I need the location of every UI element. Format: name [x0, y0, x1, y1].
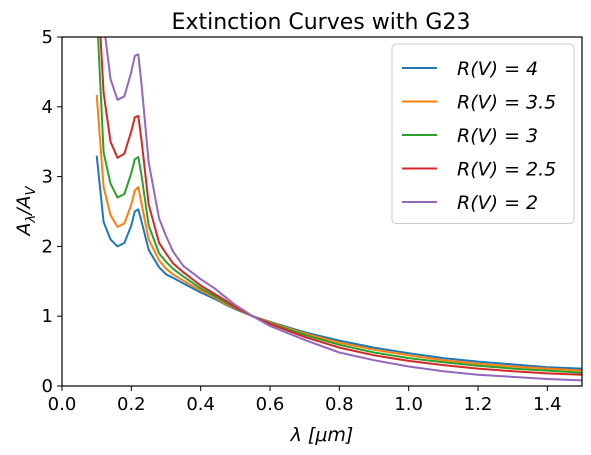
x-tick-label: 0.0 — [48, 394, 77, 415]
x-tick-label: 0.2 — [117, 394, 146, 415]
x-axis-label: λ [μm] — [290, 424, 354, 446]
series-line-3 — [99, 37, 582, 376]
legend-label: R(V) = 3.5 — [457, 92, 556, 114]
x-tick-label: 1.0 — [394, 394, 423, 415]
x-tick-label: 0.6 — [256, 394, 285, 415]
y-tick-label: 5 — [42, 27, 53, 48]
y-axis-label: Aλ/AV — [13, 185, 39, 237]
x-tick-label: 0.4 — [186, 394, 215, 415]
series-line-0 — [95, 155, 582, 370]
x-tick-label: 0.8 — [325, 394, 354, 415]
legend-box — [391, 43, 575, 224]
y-axis-ticks: 0 1 2 3 4 5 — [42, 27, 62, 397]
y-tick-label: 0 — [42, 376, 53, 397]
y-tick-label: 3 — [42, 167, 53, 188]
plot-frame — [61, 36, 583, 387]
series-line-1 — [95, 94, 582, 372]
legend-label: R(V) = 3 — [457, 125, 538, 147]
series-line-4 — [104, 37, 582, 382]
chart-title: Extinction Curves with G23 — [172, 10, 471, 35]
series-line-2 — [97, 37, 582, 374]
x-axis-ticks: 0.0 0.2 0.4 0.6 0.8 1.0 1.2 1.4 — [48, 386, 562, 415]
legend-label: R(V) = 4 — [457, 58, 538, 80]
y-tick-label: 4 — [42, 97, 53, 118]
y-tick-label: 2 — [42, 236, 53, 257]
legend-label: R(V) = 2.5 — [457, 159, 556, 181]
x-tick-label: 1.2 — [464, 394, 493, 415]
x-tick-label: 1.4 — [533, 394, 562, 415]
legend: R(V) = 4 R(V) = 3.5 R(V) = 3 R(V) = 2.5 R(V)… — [391, 43, 575, 224]
series-layer — [95, 37, 582, 382]
legend-label: R(V) = 2 — [457, 192, 538, 214]
y-tick-label: 1 — [42, 306, 53, 327]
